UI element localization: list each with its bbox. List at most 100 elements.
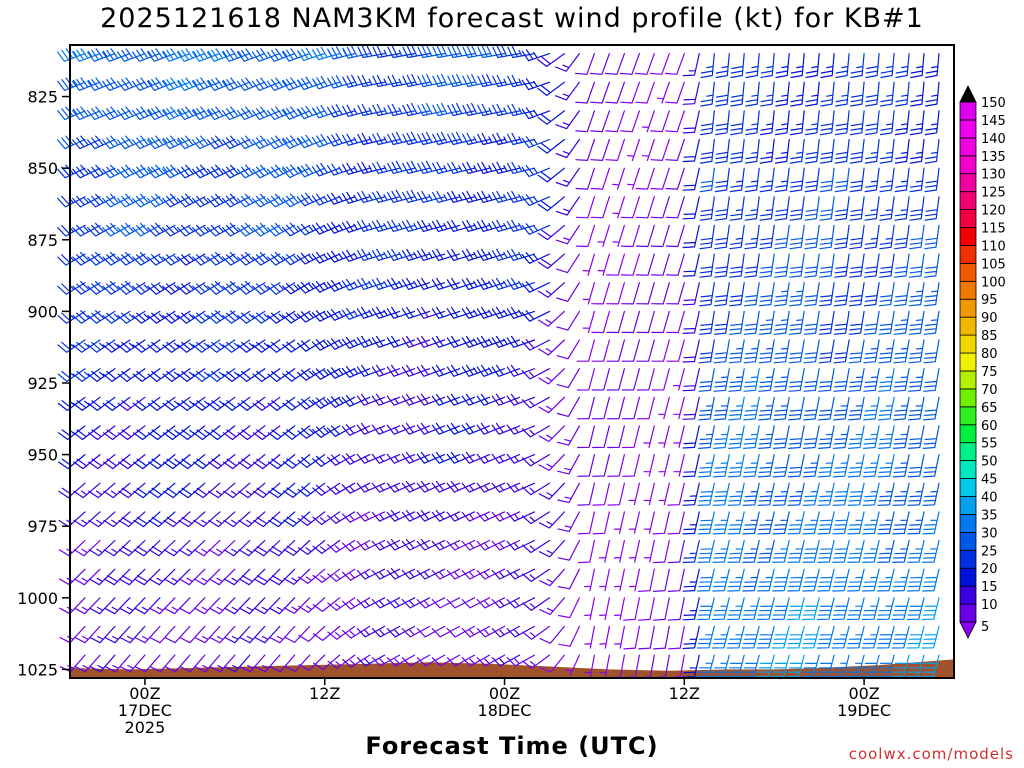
wind-barb bbox=[742, 454, 760, 478]
wind-barb bbox=[491, 364, 521, 377]
wind-barb bbox=[744, 196, 760, 221]
wind-barb-path bbox=[356, 511, 386, 522]
wind-barb bbox=[177, 454, 206, 470]
wind-barb-path bbox=[312, 597, 341, 612]
wind-barb-path bbox=[877, 568, 895, 592]
wind-barb-path bbox=[163, 568, 191, 586]
wind-barb bbox=[222, 368, 251, 382]
wind-barb-path bbox=[149, 597, 176, 615]
wind-barb bbox=[643, 454, 655, 477]
wind-barb-path bbox=[803, 282, 820, 307]
wind-barb bbox=[831, 625, 850, 649]
wind-barb bbox=[730, 81, 745, 107]
wind-barb bbox=[311, 104, 341, 119]
wind-barb-path bbox=[104, 597, 131, 615]
wind-barb bbox=[846, 625, 865, 649]
wind-barb-path bbox=[835, 81, 850, 107]
wind-barb-path bbox=[682, 110, 700, 134]
wind-barb-path bbox=[879, 110, 895, 136]
wind-barb bbox=[714, 138, 730, 164]
wind-barb-path bbox=[727, 454, 745, 478]
wind-barb-path bbox=[521, 78, 551, 91]
wind-barb-path bbox=[521, 482, 551, 496]
wind-barb bbox=[386, 509, 416, 522]
wind-barb bbox=[446, 335, 476, 348]
y-tick-label: 850 bbox=[27, 159, 58, 178]
wind-barb bbox=[665, 110, 685, 133]
wind-barb-path bbox=[582, 253, 595, 276]
wind-barb bbox=[682, 196, 700, 220]
wind-barb-path bbox=[682, 167, 700, 191]
wind-barb-path bbox=[893, 368, 910, 392]
wind-barb-path bbox=[253, 511, 281, 528]
wind-barb bbox=[326, 163, 356, 176]
wind-barb-path bbox=[682, 568, 700, 592]
wind-barb bbox=[742, 511, 760, 535]
wind-barb-path bbox=[923, 396, 940, 421]
colorbar-label: 45 bbox=[981, 473, 998, 488]
wind-barb bbox=[192, 396, 221, 411]
wind-barb bbox=[538, 482, 565, 500]
wind-barb-path bbox=[556, 339, 580, 360]
wind-barb bbox=[371, 248, 401, 261]
wind-barb-path bbox=[162, 164, 191, 179]
wind-barb bbox=[446, 364, 476, 377]
wind-barb bbox=[507, 161, 536, 174]
wind-barb bbox=[682, 110, 700, 134]
wind-barb-path bbox=[790, 53, 805, 79]
wind-barb-path bbox=[729, 253, 745, 278]
wind-barb bbox=[476, 364, 506, 377]
wind-barb bbox=[431, 219, 461, 232]
wind-barb-path bbox=[538, 368, 565, 385]
wind-barb bbox=[673, 396, 685, 420]
wind-barb bbox=[878, 310, 895, 335]
wind-barb-path bbox=[416, 509, 446, 522]
wind-barb-path bbox=[862, 539, 880, 563]
wind-barb bbox=[591, 310, 610, 334]
wind-barb bbox=[134, 597, 161, 615]
wind-barb-path bbox=[164, 597, 191, 615]
wind-barb bbox=[207, 368, 236, 382]
wind-barb-path bbox=[102, 135, 131, 150]
wind-barb-path bbox=[834, 196, 850, 221]
wind-barb bbox=[727, 568, 745, 592]
wind-barb bbox=[700, 53, 715, 79]
wind-barb bbox=[87, 425, 116, 441]
wind-barb bbox=[682, 425, 700, 449]
wind-barb bbox=[909, 196, 925, 221]
colorbar-box bbox=[959, 424, 977, 444]
wind-barb-path bbox=[699, 224, 715, 250]
wind-barb-path bbox=[386, 482, 416, 493]
wind-barb bbox=[878, 368, 895, 392]
wind-barb-path bbox=[88, 454, 116, 470]
wind-barb-path bbox=[132, 396, 161, 411]
wind-barb-path bbox=[372, 45, 401, 59]
wind-barb bbox=[133, 568, 161, 586]
wind-barb-path bbox=[802, 568, 820, 592]
wind-barb bbox=[476, 511, 506, 522]
wind-barb-path bbox=[638, 625, 655, 650]
wind-barb-path bbox=[446, 306, 476, 319]
wind-barb-path bbox=[88, 511, 116, 528]
wind-barb-path bbox=[117, 164, 146, 179]
colorbar-box bbox=[959, 388, 977, 408]
wind-barb-path bbox=[372, 161, 401, 174]
wind-barb-path bbox=[402, 189, 431, 203]
wind-barb bbox=[356, 277, 386, 290]
wind-barb-path bbox=[192, 396, 221, 411]
wind-barb-path bbox=[252, 425, 281, 441]
wind-barb bbox=[817, 454, 835, 478]
wind-barb bbox=[537, 196, 565, 212]
wind-barb-path bbox=[756, 625, 775, 649]
wind-barb bbox=[372, 74, 401, 88]
wind-barb-path bbox=[372, 219, 401, 232]
wind-barb-path bbox=[506, 539, 536, 551]
wind-barb-path bbox=[714, 196, 730, 221]
wind-barb bbox=[876, 597, 895, 621]
wind-barb-path bbox=[341, 191, 371, 204]
wind-barb-path bbox=[312, 654, 341, 670]
wind-barb bbox=[652, 539, 670, 564]
wind-barb bbox=[57, 164, 86, 179]
y-tick-label: 925 bbox=[27, 374, 58, 393]
wind-barb bbox=[805, 53, 820, 79]
